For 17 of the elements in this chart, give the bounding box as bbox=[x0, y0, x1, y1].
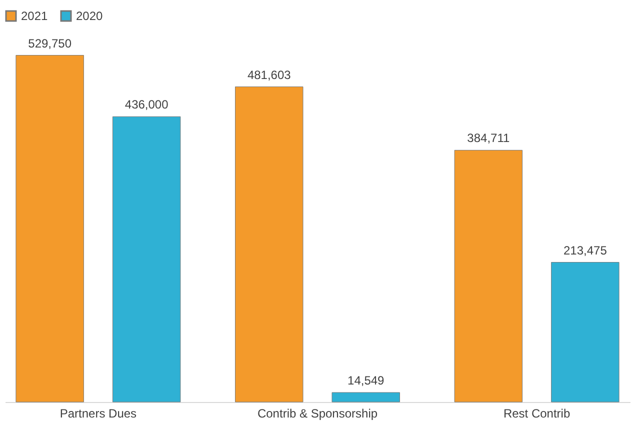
data-label: 481,603 bbox=[247, 68, 292, 82]
legend-label: 2021 bbox=[21, 9, 48, 23]
data-label: 213,475 bbox=[563, 243, 608, 258]
data-label: 436,000 bbox=[124, 98, 169, 112]
bar bbox=[112, 116, 181, 402]
bar bbox=[454, 150, 523, 402]
bar bbox=[16, 55, 84, 402]
x-tick-label: Partners Dues bbox=[60, 406, 137, 420]
x-tick-label: Rest Contrib bbox=[503, 406, 570, 420]
bar bbox=[551, 262, 620, 402]
data-label: 529,750 bbox=[28, 36, 72, 50]
data-label: 14,549 bbox=[348, 373, 385, 388]
legend-label: 2020 bbox=[76, 9, 104, 23]
bar bbox=[332, 392, 400, 402]
x-tick-label: Contrib & Sponsorship bbox=[257, 406, 378, 420]
data-label: 384,711 bbox=[467, 131, 510, 146]
bar bbox=[235, 86, 304, 402]
